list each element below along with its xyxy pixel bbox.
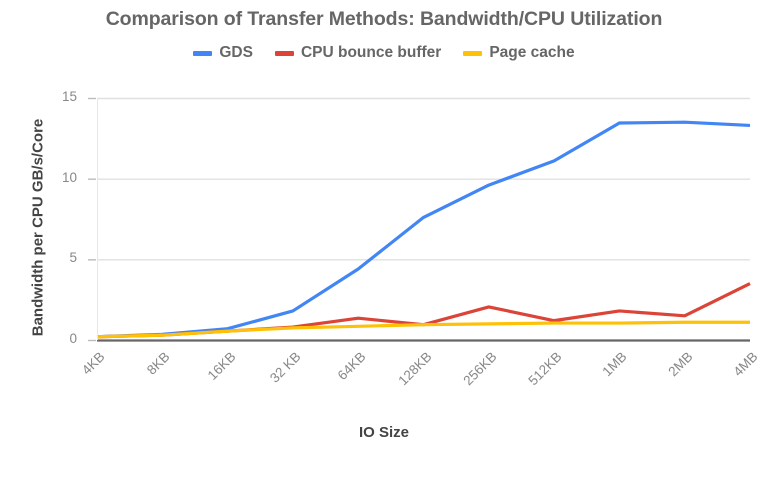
- legend-label: GDS: [219, 44, 253, 61]
- legend-label: Page cache: [489, 44, 575, 61]
- chart-title: Comparison of Transfer Methods: Bandwidt…: [105, 8, 663, 30]
- series-line-cpu-bounce-buffer: [96, 282, 751, 339]
- x-axis-title: IO Size: [358, 424, 410, 441]
- y-tick-marks: [88, 97, 96, 342]
- y-tick-label: 0: [69, 331, 77, 346]
- y-tick-label: 5: [69, 250, 77, 266]
- legend-item-gds[interactable]: GDS: [193, 44, 253, 62]
- y-tick-label: 15: [61, 89, 77, 104]
- legend-item-page-cache[interactable]: Page cache: [463, 44, 575, 62]
- plot-svg: [88, 97, 751, 342]
- series-line-gds: [96, 120, 751, 339]
- legend-swatch-icon: [274, 50, 294, 56]
- chart-legend: GDS CPU bounce buffer Page cache: [0, 44, 768, 62]
- y-axis-title: Bandwidth per CPU GB/s/Core: [29, 118, 47, 337]
- series-lines: [96, 120, 751, 339]
- series-line-page-cache: [96, 320, 750, 339]
- legend-swatch-icon: [193, 50, 213, 56]
- legend-label: CPU bounce buffer: [300, 44, 442, 61]
- gridlines: [97, 97, 750, 261]
- legend-item-cpu-bounce-buffer[interactable]: CPU bounce buffer: [274, 44, 442, 62]
- plot-area: 0 5 10 15 4KB 8KB 16KB 32 KB 64KB 128KB 256KB 512K…: [29, 89, 761, 441]
- chart-container: Comparison of Transfer Methods: Bandwidt…: [0, 8, 768, 441]
- legend-swatch-icon: [463, 50, 483, 56]
- y-tick-label: 10: [61, 169, 77, 185]
